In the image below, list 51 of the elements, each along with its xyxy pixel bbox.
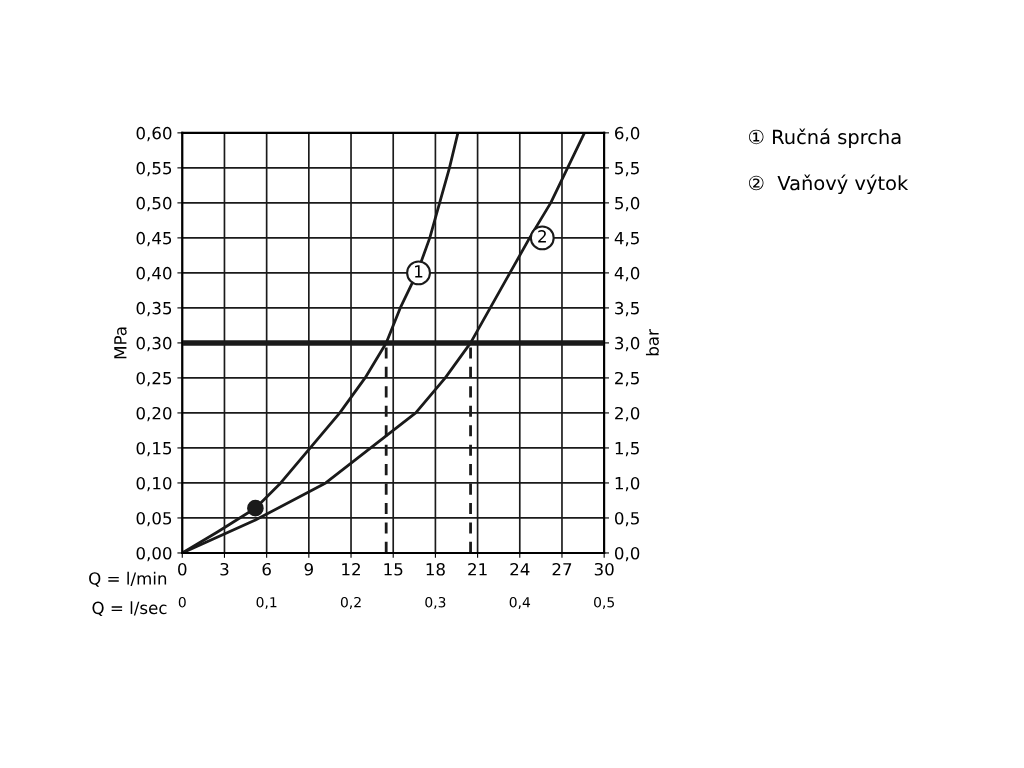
y-tick-label: 0,45 [136, 231, 172, 247]
x-tick-label: 3 [220, 562, 229, 576]
y2-tick-label: 3,0 [615, 336, 640, 352]
y-tick-label: 0,05 [136, 511, 172, 527]
x-tick-label: 15 [384, 563, 403, 576]
x-tick-label: 9 [304, 562, 313, 576]
y2-tick-label: 6,0 [615, 126, 640, 142]
y2-tick-label: 4,0 [614, 266, 640, 282]
y-tick-label: 0,50 [136, 196, 172, 212]
annotation: 1 [415, 265, 423, 278]
y-tick-label: 0,35 [136, 301, 172, 317]
y2-tick-label: 4,5 [614, 232, 639, 247]
y-axis-title: MPa [114, 327, 127, 359]
x-tick-label: 6 [262, 562, 271, 576]
x2-tick-label: 0,4 [509, 596, 531, 609]
y2-tick-label: 2,5 [615, 371, 639, 387]
y-tick-label: 0,00 [136, 546, 172, 562]
text: ① Ručná sprcha [748, 128, 901, 149]
x2-tick-label: 0,3 [425, 596, 446, 609]
text: ② Vaňový výtok [748, 174, 909, 195]
x2-tick-label: 0,1 [256, 596, 277, 609]
y2-tick-label: 2,0 [615, 406, 640, 422]
y-tick-label: 0,20 [136, 406, 172, 422]
x-tick-label: 24 [510, 562, 530, 576]
y2-tick-label: 1,5 [615, 442, 639, 457]
annotation: 2 [538, 230, 546, 243]
y-tick-label: 0,55 [136, 161, 172, 177]
x-tick-label: 18 [426, 562, 445, 576]
x-tick-label: 27 [552, 562, 572, 576]
x-axis-title: Q = l/min [89, 571, 167, 587]
y2-tick-label: 5,5 [615, 162, 639, 177]
x2-tick-label: 0,2 [340, 596, 361, 609]
y2-tick-label: 3,5 [615, 301, 639, 317]
y-tick-label: 0,10 [136, 476, 172, 492]
y-tick-label: 0,30 [136, 336, 172, 352]
y2-tick-label: 5,0 [615, 196, 640, 212]
x2-axis-title: Q = l/sec [92, 601, 167, 617]
x-tick-label: 30 [594, 562, 614, 576]
x-tick-label: 0 [178, 562, 187, 576]
y-tick-label: 0,40 [136, 266, 172, 282]
x-tick-label: 21 [468, 562, 487, 576]
y-tick-label: 0,15 [136, 441, 172, 457]
y-tick-label: 0,25 [136, 371, 172, 387]
x2-tick-label: 0,5 [594, 596, 614, 609]
y2-tick-label: 0,0 [614, 546, 640, 562]
x-tick-label: 12 [342, 562, 360, 576]
y2-axis-title: bar [645, 329, 659, 356]
y2-tick-label: 0,5 [614, 511, 639, 527]
y-tick-label: 0,60 [136, 126, 172, 142]
y2-tick-label: 1,0 [615, 476, 640, 492]
x2-tick-label: 0 [178, 596, 186, 608]
